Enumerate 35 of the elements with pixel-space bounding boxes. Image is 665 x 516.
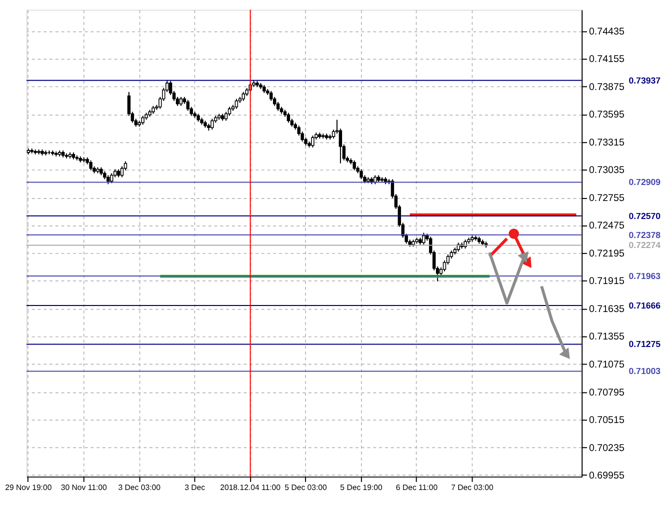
ref-line-label: 0.72570 <box>628 210 661 221</box>
y-tick-label: 0.71075 <box>588 360 625 370</box>
ref-line-label: 0.71963 <box>628 270 661 281</box>
x-tick-label: 6 Dec 11:00 <box>396 482 438 492</box>
y-tick-label: 0.71915 <box>588 276 625 288</box>
y-tick-label: 0.73595 <box>588 110 625 121</box>
x-tick-label: 30 Nov 11:00 <box>60 482 108 492</box>
x-tick-label: 3 Dec <box>184 482 206 492</box>
x-tick-label: 2018.12.04 11:00 <box>220 482 282 492</box>
ref-line-label: 0.72378 <box>628 230 661 240</box>
ref-line-label: 0.73937 <box>628 75 661 86</box>
y-tick-label: 0.72195 <box>588 248 625 260</box>
y-tick-label: 0.69955 <box>588 470 625 482</box>
ref-line-label: 0.72909 <box>628 177 661 188</box>
y-tick-label: 0.72755 <box>588 192 625 204</box>
ref-line-label: 0.71003 <box>628 366 661 376</box>
y-tick-label: 0.73315 <box>588 137 625 148</box>
y-tick-label: 0.73035 <box>588 165 625 176</box>
y-tick-label: 0.70515 <box>588 415 625 426</box>
y-tick-label: 0.71355 <box>588 332 625 343</box>
ref-line-label: 0.71275 <box>628 339 661 350</box>
x-tick-label: 5 Dec 19:00 <box>340 482 384 492</box>
y-tick-label: 0.70235 <box>588 442 625 454</box>
y-tick-label: 0.70795 <box>588 387 625 398</box>
y-tick-label: 0.71635 <box>588 304 625 315</box>
x-tick-label: 29 Nov 19:00 <box>5 482 52 492</box>
ref-line-label: 0.72274 <box>628 240 661 250</box>
x-tick-label: 7 Dec 03:00 <box>451 482 494 492</box>
x-tick-label: 5 Dec 03:00 <box>284 482 328 492</box>
x-tick-label: 3 Dec 03:00 <box>118 482 162 492</box>
y-tick-label: 0.73875 <box>588 82 625 93</box>
y-tick-label: 0.72475 <box>588 220 625 232</box>
y-tick-label: 0.74155 <box>588 54 625 66</box>
ref-line-label: 0.71666 <box>628 300 661 310</box>
y-tick-label: 0.74435 <box>588 26 625 38</box>
